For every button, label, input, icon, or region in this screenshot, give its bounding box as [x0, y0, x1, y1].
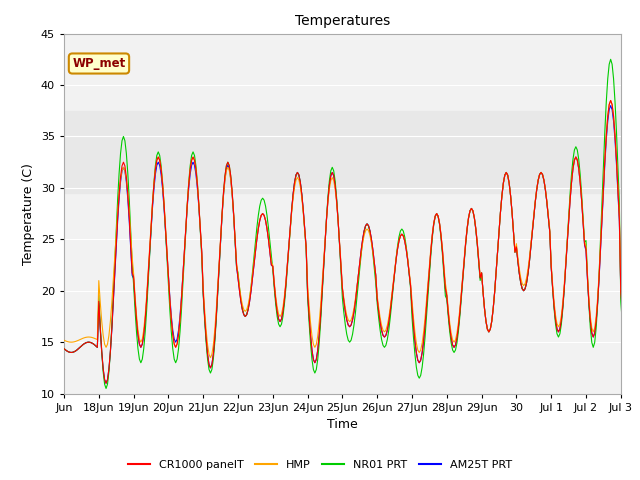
- Text: WP_met: WP_met: [72, 57, 125, 70]
- Bar: [64, 111, 621, 193]
- X-axis label: Time: Time: [327, 418, 358, 431]
- Y-axis label: Temperature (C): Temperature (C): [22, 163, 35, 264]
- Title: Temperatures: Temperatures: [295, 14, 390, 28]
- Legend: CR1000 panelT, HMP, NR01 PRT, AM25T PRT: CR1000 panelT, HMP, NR01 PRT, AM25T PRT: [124, 456, 516, 474]
